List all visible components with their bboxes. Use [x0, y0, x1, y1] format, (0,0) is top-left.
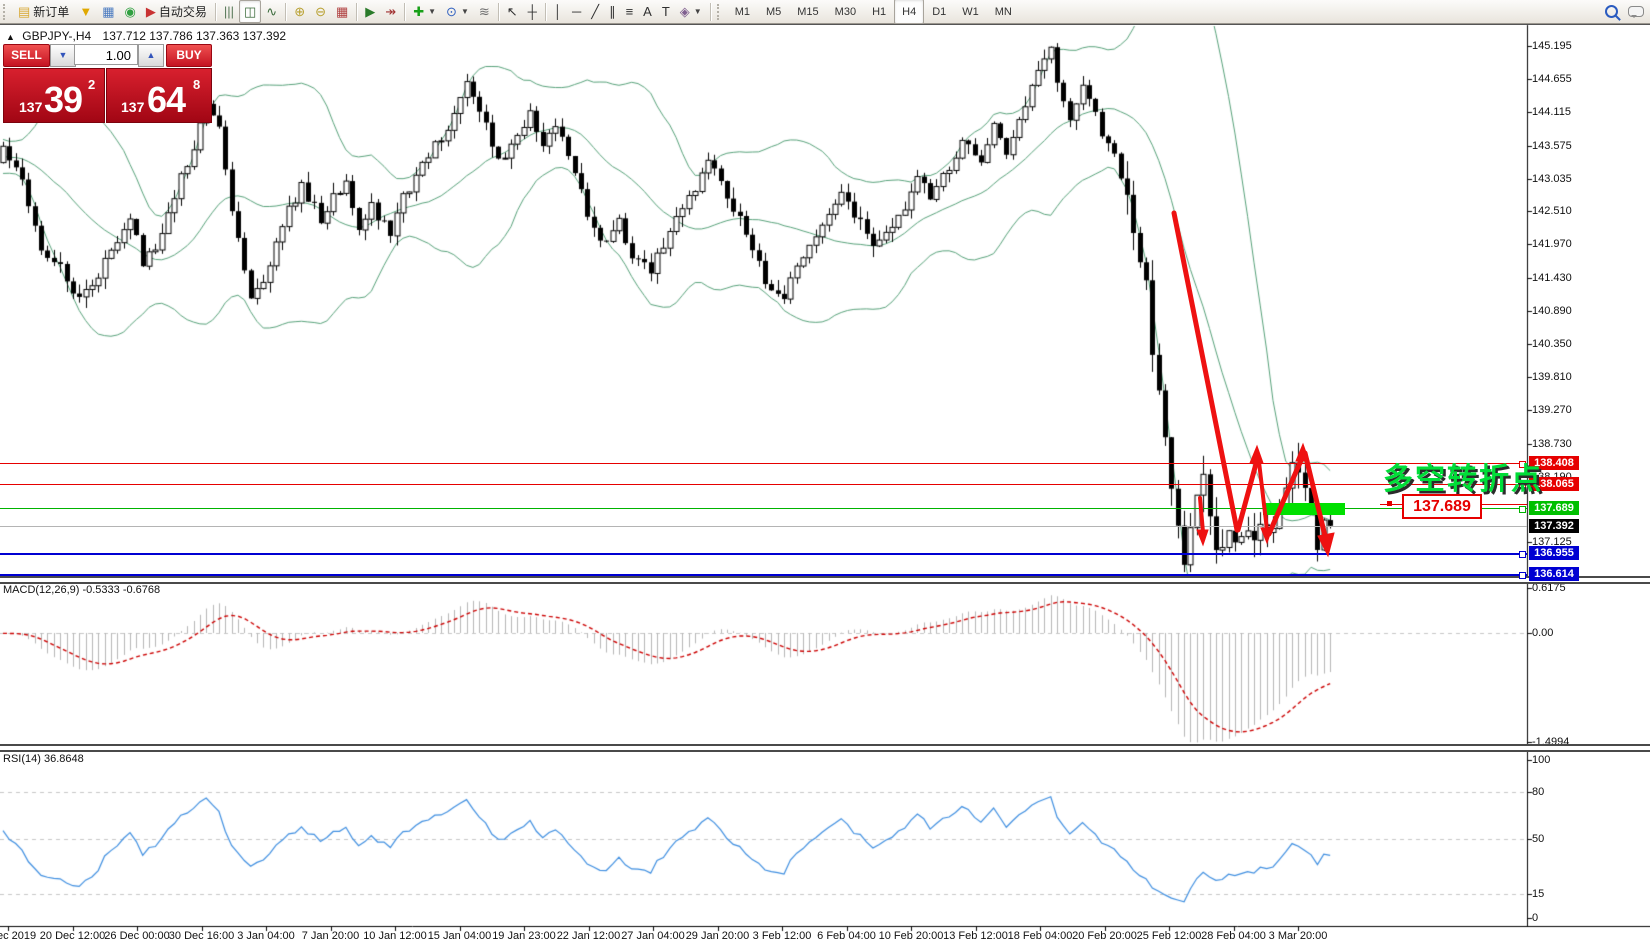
price-axis-tick: 137.125 [1532, 536, 1572, 549]
time-axis-label: 15 Jan 04:00 [427, 930, 492, 942]
time-axis-label: 25 Feb 12:00 [1136, 930, 1202, 942]
time-axis-label: 10 Jan 12:00 [363, 930, 427, 942]
time-axis-label: 7 Dec 2019 [0, 930, 37, 942]
price-axis-tick: 143.575 [1532, 139, 1572, 152]
time-axis-label: 7 Jan 20:00 [301, 930, 360, 942]
rsi-axis-tick: 0 [1532, 912, 1539, 924]
pane-separator-rsi[interactable] [0, 744, 1650, 752]
time-axis-label: 26 Dec 00:00 [104, 930, 170, 942]
rsi-axis-tick: 50 [1532, 833, 1545, 845]
rsi-axis-tick: 15 [1532, 888, 1545, 901]
time-axis-label: 18 Feb 04:00 [1007, 930, 1073, 942]
price-axis-tick: 140.890 [1532, 304, 1572, 317]
sell-price-point: 2 [88, 77, 96, 92]
time-axis-label: 19 Jan 23:00 [492, 930, 556, 942]
price-axis-tick: 138.730 [1532, 437, 1572, 450]
price-axis-tick: 143.035 [1532, 172, 1572, 185]
price-tag-136.955: 136.955 [1529, 545, 1579, 560]
volume-input[interactable]: 1.00 [74, 44, 138, 65]
line-anchor-handle[interactable] [1519, 506, 1526, 513]
buy-price-panel[interactable]: 137 64 8 [106, 68, 212, 123]
rsi-axis-tick: 80 [1532, 785, 1545, 798]
price-axis-tick: 139.810 [1532, 371, 1572, 384]
bull-bear-turning-point-annotation[interactable]: 多空转折点 [1383, 463, 1543, 496]
line-anchor-handle[interactable] [1519, 482, 1526, 489]
horizontal-line-pivot-green[interactable] [0, 508, 1527, 509]
one-click-trading-panel: SELL ▼ 1.00 ▲ BUY 137 39 2 137 64 8 [2, 44, 212, 123]
horizontal-line-support-2[interactable] [0, 574, 1527, 576]
price-axis-tick: 142.510 [1532, 205, 1572, 218]
buy-price-pips: 64 [147, 79, 186, 120]
buy-price-figure: 137 [121, 99, 145, 115]
price-axis-tick: 139.270 [1532, 404, 1572, 417]
chart-window-icon: ▲ [6, 32, 15, 42]
time-axis-label: 10 Feb 20:00 [878, 930, 944, 942]
price-axis-tick: 141.430 [1532, 271, 1572, 284]
pane-separator-macd[interactable] [0, 576, 1650, 584]
time-axis-label: 3 Mar 20:00 [1268, 930, 1328, 942]
macd-indicator-label: MACD(12,26,9) -0.5333 -0.6768 [3, 584, 161, 596]
rsi-axis-tick: 100 [1532, 754, 1551, 766]
price-box-connector-right [1478, 504, 1527, 505]
price-axis-tick: 145.195 [1532, 39, 1572, 52]
line-anchor-handle[interactable] [1519, 551, 1526, 558]
symbol-period-label: GBPJPY-,H4 [22, 29, 92, 43]
horizontal-line-support-1[interactable] [0, 553, 1527, 555]
price-tag-138.408: 138.408 [1529, 456, 1579, 471]
volume-decrease-button[interactable]: ▼ [50, 44, 76, 67]
time-axis-label: 13 Feb 12:00 [943, 930, 1008, 942]
macd-axis-tick: 0.6175 [1532, 581, 1566, 594]
sell-button[interactable]: SELL [3, 44, 50, 67]
line-anchor-handle[interactable] [1519, 572, 1526, 579]
green-highlight-bar[interactable] [1263, 503, 1345, 515]
time-axis-label: 20 Feb 20:00 [1072, 930, 1137, 942]
price-axis-tick: 144.655 [1532, 73, 1572, 86]
price-tag-137.689: 137.689 [1529, 500, 1579, 515]
connector-handle[interactable] [1387, 501, 1392, 506]
time-axis-label: 3 Feb 12:00 [752, 930, 812, 942]
time-axis-label: 22 Jan 12:00 [556, 930, 621, 942]
time-axis-label: 6 Feb 04:00 [817, 930, 876, 942]
buy-button[interactable]: BUY [166, 44, 212, 67]
price-axis-tick: 144.115 [1532, 106, 1571, 119]
horizontal-line-resistance-2[interactable] [0, 484, 1527, 485]
horizontal-line-bid-line[interactable] [0, 526, 1527, 527]
sell-price-panel[interactable]: 137 39 2 [3, 68, 105, 123]
price-tag-136.614: 136.614 [1529, 566, 1579, 581]
time-axis-label: 27 Jan 04:00 [621, 930, 685, 942]
price-tag-137.392: 137.392 [1529, 518, 1579, 533]
price-tag-138.065: 138.065 [1529, 477, 1579, 492]
time-axis-label: 30 Dec 16:00 [168, 930, 235, 942]
pivot-price-label-box[interactable]: 137.689 [1402, 494, 1482, 519]
sell-price-pips: 39 [44, 79, 83, 120]
chart-title: ▲ GBPJPY-,H4 137.712 137.786 137.363 137… [6, 29, 286, 43]
volume-increase-button[interactable]: ▲ [138, 44, 164, 67]
buy-price-point: 8 [193, 77, 201, 92]
time-axis-label: 29 Jan 20:00 [685, 930, 750, 942]
time-axis-label: 3 Jan 04:00 [237, 930, 295, 942]
horizontal-line-resistance-1[interactable] [0, 463, 1527, 464]
ohlc-values: 137.712 137.786 137.363 137.392 [102, 29, 287, 43]
line-anchor-handle[interactable] [1519, 461, 1526, 468]
price-axis-tick: 140.350 [1532, 337, 1572, 350]
time-axis-label: 28 Feb 04:00 [1201, 930, 1266, 942]
macd-axis-tick: 0.00 [1532, 627, 1554, 639]
rsi-indicator-label: RSI(14) 36.8648 [3, 753, 84, 765]
price-axis-tick: 141.970 [1532, 238, 1572, 251]
time-axis-label: 20 Dec 12:00 [39, 930, 106, 942]
sell-price-figure: 137 [19, 99, 43, 115]
